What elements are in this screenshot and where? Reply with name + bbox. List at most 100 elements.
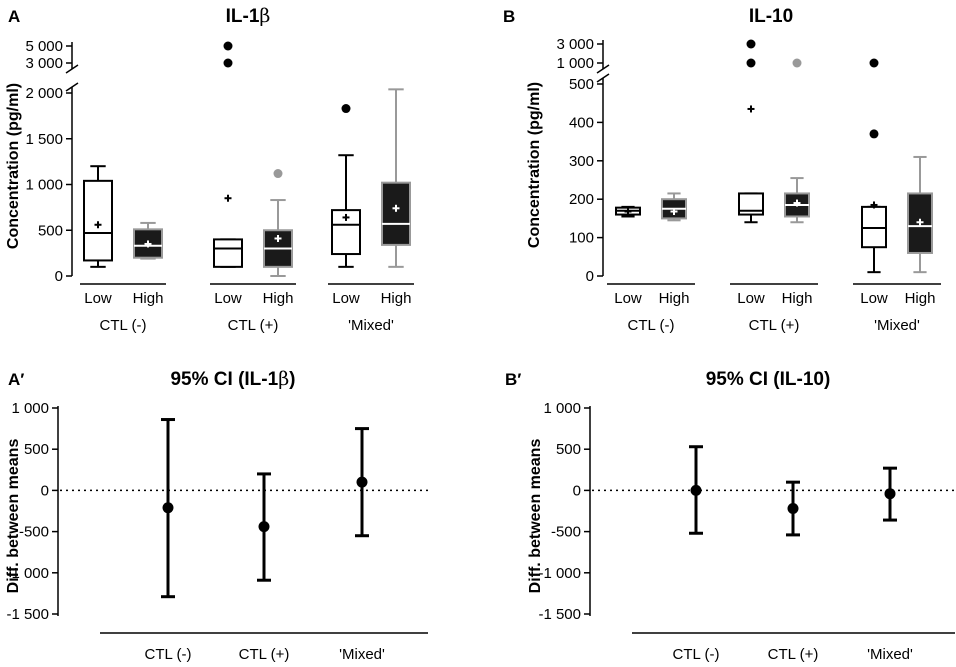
panel-2: A′ 95% CI (IL-1β) -1 500 -1 000 -500 0 500 1 00… <box>5 368 428 663</box>
outlier-point <box>869 58 879 68</box>
x-subcategory-label: Low <box>860 290 888 307</box>
x-category-label: 'Mixed' <box>339 646 385 663</box>
panel-title-symbol: β <box>259 5 270 27</box>
y-tick-label: -500 <box>19 524 49 541</box>
y-tick-label: 400 <box>569 114 594 131</box>
box-'Mixed'-High <box>381 88 411 268</box>
x-group-label: CTL (+) <box>749 317 800 334</box>
mean-point <box>356 476 368 488</box>
box-body <box>213 238 243 268</box>
x-category-label: CTL (-) <box>673 646 720 663</box>
mean-point <box>787 503 799 515</box>
x-subcategory-label: High <box>905 290 936 307</box>
y-tick-label: 3 000 <box>25 55 63 72</box>
panel-title-end: ) <box>289 369 295 390</box>
box-CTL (-)-High <box>661 192 687 222</box>
box-body <box>907 192 933 254</box>
ci-CTL (+) <box>257 472 271 582</box>
x-category-label: CTL (+) <box>768 646 819 663</box>
x-group-label: CTL (-) <box>100 317 147 334</box>
outlier-point <box>341 104 351 114</box>
outlier-point <box>746 39 756 49</box>
y-tick-label: -1 000 <box>538 565 581 582</box>
y-axis-title: Concentration (pg/ml) <box>5 83 22 249</box>
x-group-label: CTL (-) <box>628 317 675 334</box>
panel-title: IL-10 <box>749 6 793 27</box>
ci-CTL (-) <box>689 445 703 535</box>
outlier-point <box>869 129 879 139</box>
y-tick-label: 500 <box>24 441 49 458</box>
y-tick-label: 1 500 <box>25 131 63 148</box>
y-axis-title: Diff. between means <box>527 439 544 594</box>
outlier-point <box>792 58 802 68</box>
y-tick-label: -1 500 <box>538 606 581 623</box>
outlier-point <box>223 58 233 68</box>
y-tick-label: 200 <box>569 191 594 208</box>
ci-'Mixed' <box>355 427 369 538</box>
x-subcategory-label: High <box>263 290 294 307</box>
mean-point <box>258 521 270 533</box>
panel-3: B′ 95% CI (IL-10) -1 500 -1 000 -500 0 500 1 00… <box>505 369 955 663</box>
panel-title: 95% CI (IL-1β) <box>170 368 295 390</box>
x-subcategory-label: High <box>381 290 412 307</box>
panel-title: IL-1β <box>226 5 271 27</box>
box-body <box>83 179 113 262</box>
mean-point <box>884 488 896 500</box>
ci-CTL (+) <box>786 480 800 537</box>
box-body <box>738 192 764 216</box>
box-CTL (+)-High <box>784 58 810 224</box>
y-tick-label: 0 <box>573 482 581 499</box>
y-tick-label: 0 <box>41 482 49 499</box>
box-CTL (+)-Low <box>213 41 243 268</box>
y-tick-label: 5 000 <box>25 38 63 55</box>
y-axis-title: Concentration (pg/ml) <box>526 82 543 248</box>
x-subcategory-label: Low <box>214 290 242 307</box>
y-tick-label: 500 <box>556 441 581 458</box>
axis-break-mark <box>65 64 79 74</box>
panel-title-main: IL-1 <box>226 6 260 27</box>
box-body <box>381 181 411 246</box>
panel-title-main: IL-10 <box>749 6 793 27</box>
y-tick-label: 3 000 <box>556 36 594 53</box>
panel-label: A′ <box>8 370 24 389</box>
box-CTL (+)-High <box>263 169 293 277</box>
box-'Mixed'-High <box>907 155 933 274</box>
x-group-label: 'Mixed' <box>874 317 920 334</box>
outlier-point <box>746 58 756 68</box>
x-subcategory-label: Low <box>737 290 765 307</box>
panel-1: B IL-10 1 000 3 000 0 100 200 300 400 500 Concentr… <box>503 6 941 334</box>
ci-CTL (-) <box>161 418 175 599</box>
y-axis-title: Diff. between means <box>5 439 22 594</box>
y-tick-label: 1 000 <box>11 400 49 417</box>
box-CTL (-)-High <box>133 221 163 260</box>
y-tick-label: 500 <box>569 76 594 93</box>
y-tick-label: 0 <box>55 268 63 285</box>
y-tick-label: 0 <box>586 268 594 285</box>
mean-point <box>690 484 702 496</box>
box-CTL (-)-Low <box>615 205 641 218</box>
panel-title-main: 95% CI (IL-1 <box>170 369 278 390</box>
ci-'Mixed' <box>883 466 897 522</box>
x-subcategory-label: Low <box>84 290 112 307</box>
x-subcategory-label: High <box>133 290 164 307</box>
x-category-label: CTL (-) <box>145 646 192 663</box>
panel-title-main: 95% CI (IL-10) <box>706 369 831 390</box>
panel-title: 95% CI (IL-10) <box>706 369 831 390</box>
outlier-point <box>273 169 283 179</box>
box-'Mixed'-Low <box>861 58 887 274</box>
axis-break-mark <box>596 64 610 74</box>
y-tick-label: 300 <box>569 153 594 170</box>
x-subcategory-label: Low <box>614 290 642 307</box>
panel-label: A <box>8 7 20 26</box>
panel-title-symbol: β <box>278 368 289 390</box>
y-tick-label: -1 500 <box>6 606 49 623</box>
panel-label: B <box>503 7 515 26</box>
y-tick-label: 2 000 <box>25 85 63 102</box>
panel-label: B′ <box>505 370 521 389</box>
box-CTL (+)-Low <box>738 39 764 224</box>
y-tick-label: 1 000 <box>556 55 594 72</box>
x-category-label: CTL (+) <box>239 646 290 663</box>
y-tick-label: 1 000 <box>543 400 581 417</box>
